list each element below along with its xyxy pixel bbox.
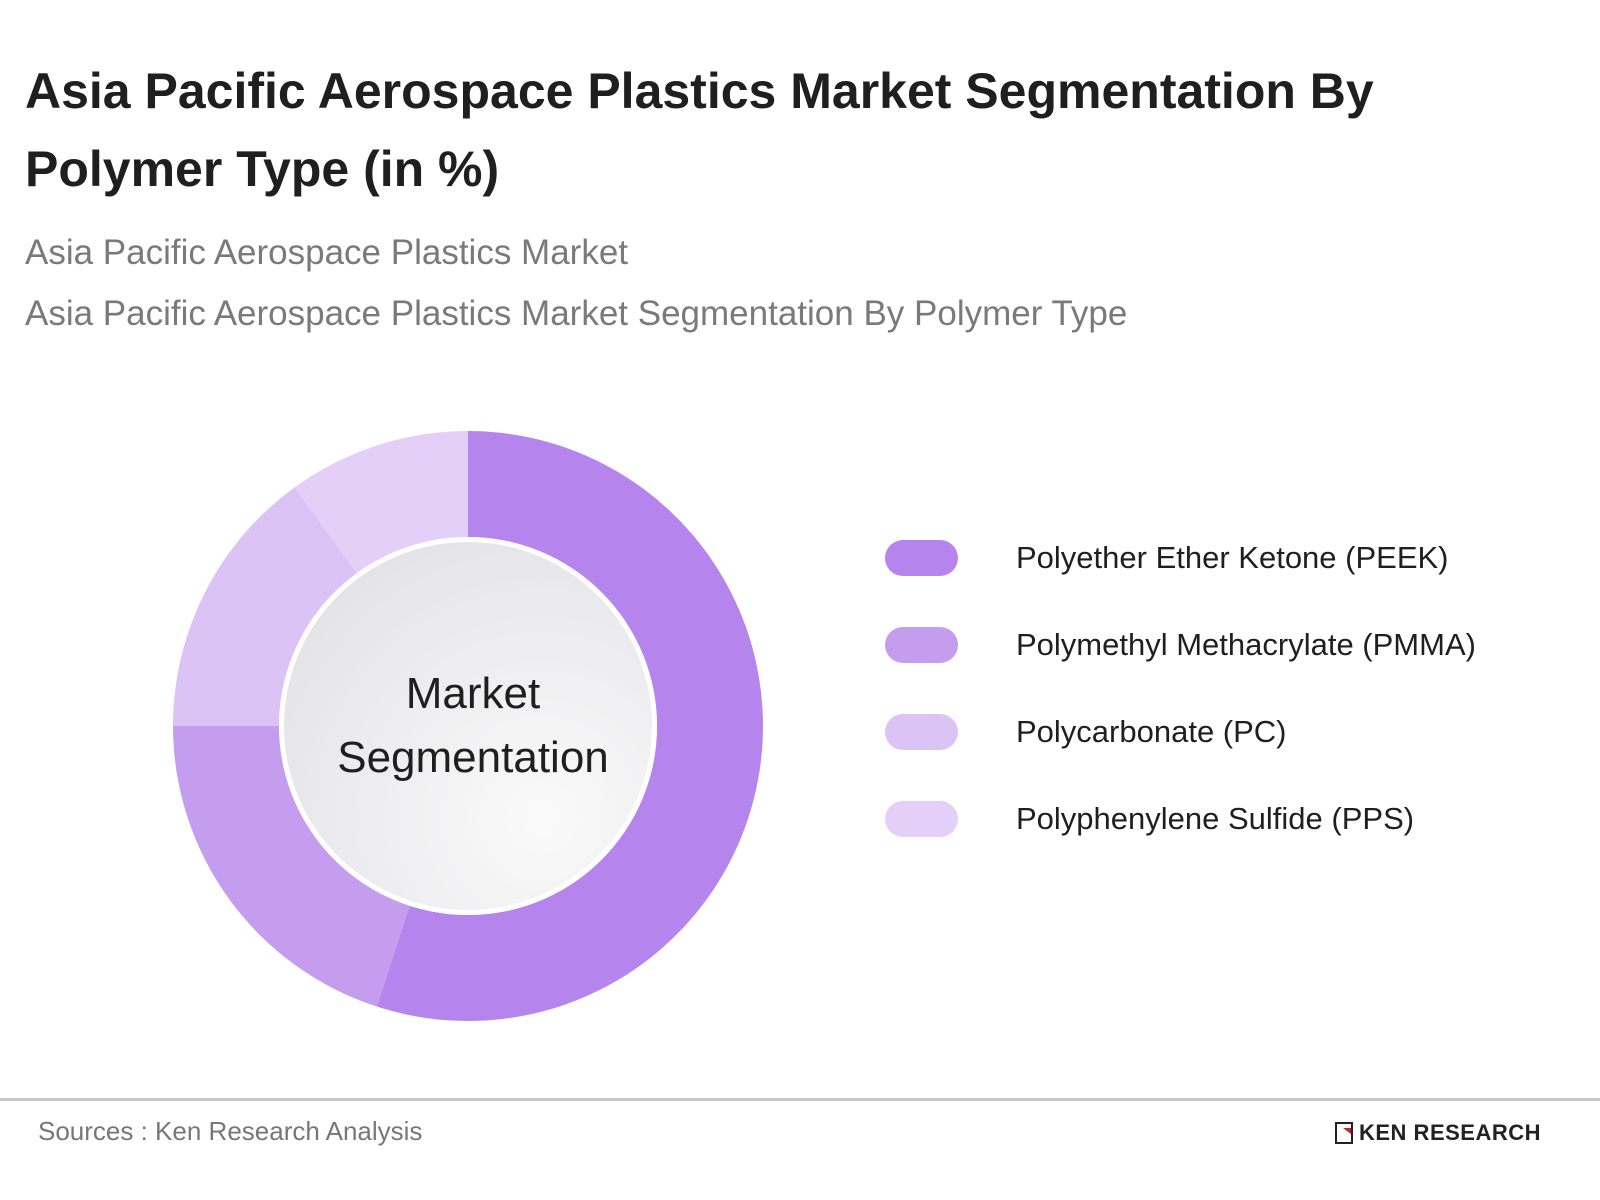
legend-swatch [885, 540, 958, 576]
center-label: Market Segmentation [337, 669, 609, 782]
donut-chart [173, 431, 764, 1021]
slice-1 [173, 726, 410, 1007]
legend-swatch [885, 714, 958, 750]
donut-center [284, 542, 652, 910]
legend-item: Polyether Ether Ketone (PEEK) [885, 540, 1449, 576]
ken-research-logo: KEN RESEARCH [1335, 1120, 1541, 1146]
source-note: Sources : Ken Research Analysis [38, 1116, 423, 1146]
legend-label: Polyphenylene Sulfide (PPS) [1016, 801, 1415, 836]
slice-2 [173, 487, 357, 726]
logo-mark-icon [1335, 1122, 1353, 1144]
legend-item: Polyphenylene Sulfide (PPS) [885, 801, 1414, 837]
footer-divider [0, 1098, 1600, 1101]
chart-title: Asia Pacific Aerospace Plastics Market S… [25, 63, 1374, 197]
slice-3 [294, 431, 468, 574]
legend-label: Polymethyl Methacrylate (PMMA) [1016, 627, 1476, 662]
legend-swatch [885, 801, 958, 837]
legend-item: Polymethyl Methacrylate (PMMA) [885, 627, 1476, 663]
logo-text: KEN RESEARCH [1359, 1120, 1542, 1145]
legend-item: Polycarbonate (PC) [885, 714, 1287, 750]
legend-label: Polycarbonate (PC) [1016, 714, 1287, 749]
legend-swatch [885, 627, 958, 663]
legend-label: Polyether Ether Ketone (PEEK) [1016, 540, 1449, 575]
subtitle-1: Asia Pacific Aerospace Plastics Market [25, 233, 629, 272]
subtitle-2: Asia Pacific Aerospace Plastics Market S… [25, 294, 1128, 333]
slice-0 [376, 431, 764, 1021]
